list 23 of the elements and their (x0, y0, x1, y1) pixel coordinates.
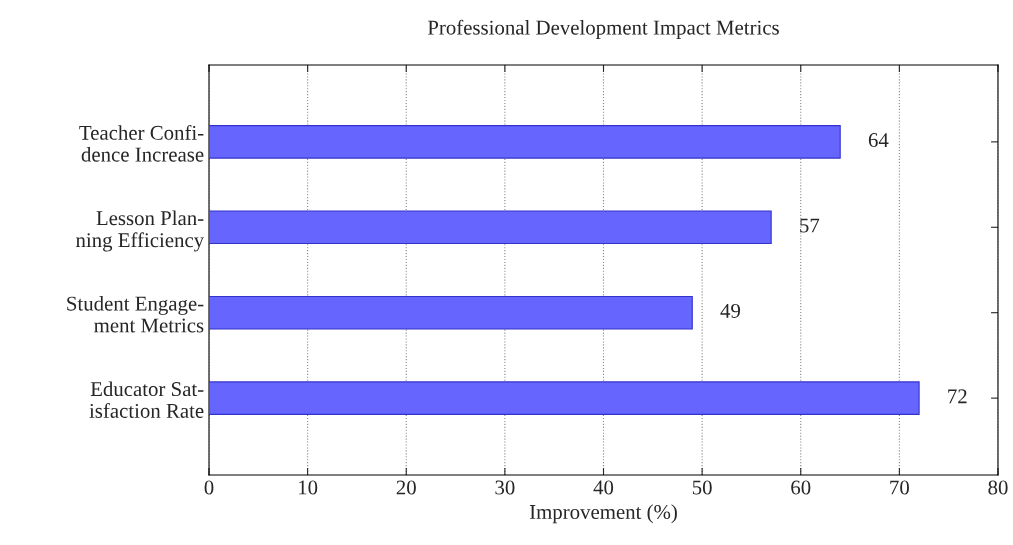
x-tick-label: 40 (593, 480, 614, 495)
x-tick-label: 60 (791, 480, 811, 495)
y-tick-label: Student Engage- ment Metrics (67, 296, 204, 333)
x-tick-label: 0 (204, 480, 214, 495)
bar (209, 125, 841, 159)
bar (209, 210, 772, 245)
data-label: 64 (868, 133, 889, 148)
y-tick-label: Lesson Plan- ning Efficiency (75, 210, 205, 252)
data-label: 72 (948, 389, 967, 404)
x-tick-label: 30 (495, 480, 515, 495)
data-label: 49 (720, 303, 741, 318)
x-tick-label: 20 (396, 480, 416, 495)
x-tick-label: 10 (299, 480, 318, 495)
y-tick-label: Teacher Confi- dence Increase (79, 124, 204, 162)
x-tick-label: 70 (890, 480, 909, 495)
x-axis-title: Improvement (%) (529, 504, 677, 524)
bar (209, 381, 920, 415)
y-tick-label: Educator Sat- isfaction Rate (89, 381, 204, 418)
bar (209, 295, 693, 330)
x-tick-label: 80 (988, 480, 1008, 495)
x-tick-label: 50 (692, 480, 712, 495)
chart-title: Professional Development Impact Metrics (427, 19, 779, 39)
data-label: 57 (800, 218, 820, 233)
